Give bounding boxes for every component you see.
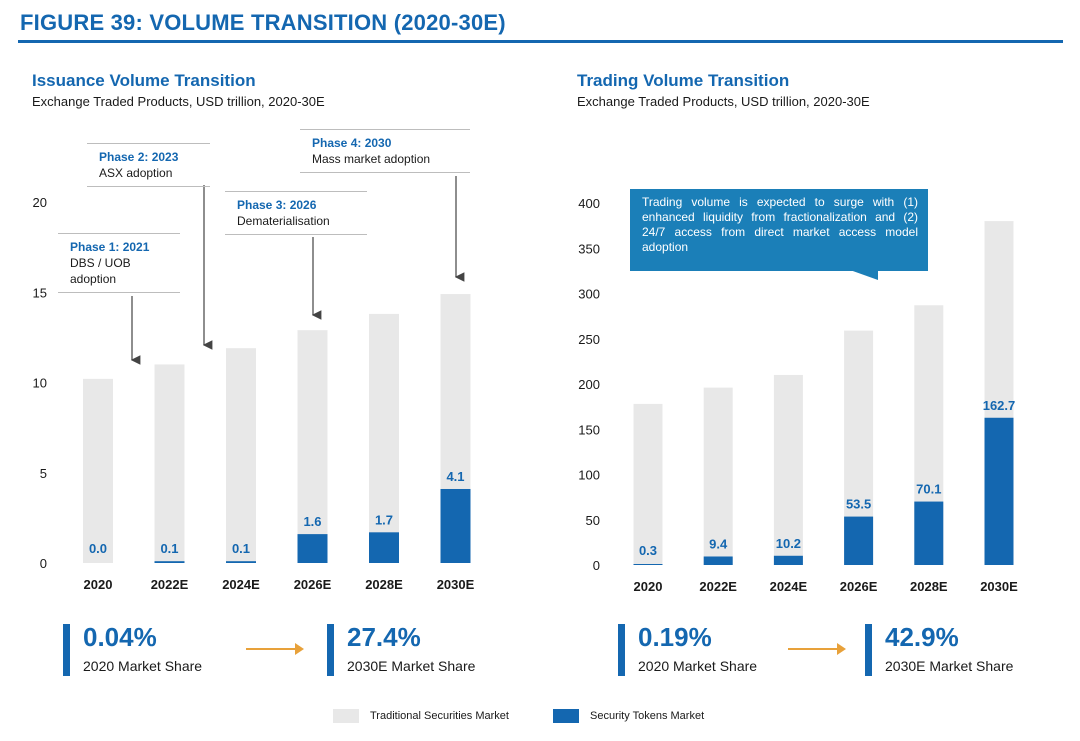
trading-ytick-label: 250 [578,332,600,347]
issuance-bar-tokens [369,532,399,563]
issuance-bar-traditional [369,313,399,563]
issuance-start-share-label: 2020 Market Share [83,658,203,674]
issuance-ytick-label: 0 [40,556,47,571]
trading-callout: Trading volume is expected to surge with… [630,189,928,271]
issuance-share-arrow [246,643,304,655]
issuance-bar-traditional [226,348,256,563]
issuance-data-label: 0.1 [160,541,178,556]
issuance-bar-tokens [154,561,185,563]
trading-xtick-label: 2030E [980,579,1018,594]
trading-ytick-label: 200 [578,377,600,392]
issuance-ytick-label: 20 [33,195,47,210]
trading-data-label: 70.1 [916,482,941,497]
issuance-xtick-label: 2028E [365,577,403,592]
issuance-xtick-label: 2030E [437,577,475,592]
phase-3-desc: Dematerialisation [237,214,330,228]
trading-end-share-label: 2030E Market Share [885,658,1014,674]
issuance-chart-subtitle: Exchange Traded Products, USD trillion, … [32,94,325,109]
trading-bar-traditional [633,403,663,565]
trading-ytick-label: 150 [578,422,600,437]
trading-bar-tokens [633,564,663,565]
trading-xtick-label: 2028E [910,579,948,594]
issuance-start-share-marker [63,624,70,676]
legend-tokens-label: Security Tokens Market [590,710,705,722]
legend-tokens-swatch [553,709,579,723]
issuance-xtick-label: 2024E [222,577,260,592]
issuance-ytick-label: 10 [33,376,47,391]
title-divider [18,40,1063,43]
issuance-data-label: 1.7 [375,512,393,527]
phase-3-annotation: Phase 3: 2026 Dematerialisation [225,191,367,235]
trading-bar-traditional [773,374,803,565]
legend-traditional-swatch [333,709,359,723]
phase-1-desc-line1: DBS / UOB [70,256,131,270]
phase-2-title: Phase 2: 2023 [99,150,179,164]
trading-ytick-label: 100 [578,468,600,483]
trading-start-share-marker [618,624,625,676]
issuance-ytick-label: 5 [40,466,47,481]
issuance-end-share-label: 2030E Market Share [347,658,476,674]
trading-data-label: 162.7 [983,398,1016,413]
trading-bar-traditional [703,387,733,565]
trading-end-share-marker [865,624,872,676]
trading-ytick-label: 400 [578,196,600,211]
trading-start-share-value: 0.19% [638,622,712,652]
phase-3-title: Phase 3: 2026 [237,198,317,212]
trading-xtick-label: 2020 [634,579,663,594]
phase-4-desc: Mass market adoption [312,152,431,166]
issuance-end-share-value: 27.4% [347,622,421,652]
phase-2-annotation: Phase 2: 2023 ASX adoption [87,143,210,187]
trading-xtick-label: 2022E [699,579,737,594]
issuance-chart-title: Issuance Volume Transition [32,71,256,90]
phase-4-title: Phase 4: 2030 [312,136,392,150]
trading-data-label: 10.2 [776,536,801,551]
issuance-data-label: 1.6 [303,514,321,529]
trading-ytick-label: 300 [578,287,600,302]
trading-start-share-label: 2020 Market Share [638,658,758,674]
trading-ytick-label: 50 [586,513,600,528]
trading-ytick-label: 0 [593,558,600,573]
issuance-data-label: 0.1 [232,541,250,556]
trading-bar-tokens [844,516,874,565]
issuance-end-share-marker [327,624,334,676]
issuance-ytick-label: 15 [33,285,47,300]
figure-title: FIGURE 39: VOLUME TRANSITION (2020-30E) [20,10,506,35]
issuance-bar-tokens [226,561,256,563]
issuance-bar-traditional [154,364,185,563]
issuance-data-label: 4.1 [446,469,464,484]
legend-traditional-label: Traditional Securities Market [370,710,509,722]
issuance-xtick-label: 2020 [84,577,113,592]
issuance-bar-tokens [297,534,328,563]
trading-ytick-label: 350 [578,241,600,256]
issuance-data-label: 0.0 [89,541,107,556]
trading-chart-title: Trading Volume Transition [577,71,790,90]
trading-data-label: 53.5 [846,497,871,512]
trading-share-arrow [788,643,846,655]
trading-data-label: 0.3 [639,543,657,558]
phase-1-title: Phase 1: 2021 [70,240,150,254]
trading-bar-tokens [914,501,944,565]
trading-xtick-label: 2026E [840,579,878,594]
phase-1-annotation: Phase 1: 2021 DBS / UOB adoption [58,233,180,293]
issuance-bar-traditional [297,330,328,563]
trading-bar-tokens [984,417,1014,565]
trading-callout-tail [850,270,878,280]
issuance-bar-tokens [440,488,471,563]
phase-4-annotation: Phase 4: 2030 Mass market adoption [300,129,470,173]
issuance-start-share-value: 0.04% [83,622,157,652]
trading-data-label: 9.4 [709,536,728,551]
phase-1-desc-line2: adoption [70,272,117,286]
trading-bar-tokens [703,556,733,565]
issuance-xtick-label: 2022E [151,577,189,592]
trading-bar-tokens [773,555,803,565]
trading-xtick-label: 2024E [770,579,808,594]
issuance-xtick-label: 2026E [294,577,332,592]
trading-end-share-value: 42.9% [885,622,959,652]
trading-chart-subtitle: Exchange Traded Products, USD trillion, … [577,94,870,109]
issuance-bar-traditional [83,378,113,563]
phase-2-desc: ASX adoption [99,166,173,180]
